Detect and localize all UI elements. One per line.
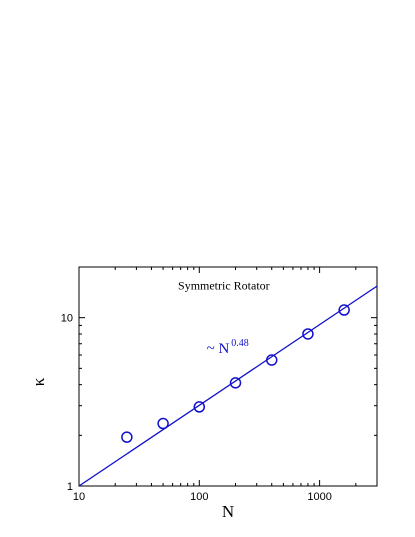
data-point [229,377,242,389]
data-point [157,417,169,430]
data-point [193,401,206,413]
axis-ticks [78,266,378,487]
data-marks [79,285,377,486]
y-axis-title: κ [29,377,48,386]
fit-line [79,285,377,486]
data-point [338,304,350,316]
x-tick-label: 100 [190,491,208,503]
data-point [121,431,133,443]
data-point [265,354,278,366]
y-tick-label: 10 [61,313,73,325]
title-annotation: Symmetric Rotator [178,279,270,293]
data-point [302,328,314,340]
y-tick-label: 1 [67,481,73,493]
x-tick-label: 10 [73,491,85,503]
x-tick-label: 1000 [307,491,331,503]
fit-annotation-exponent: 0.48 [231,338,249,349]
fit-annotation-base: ~ N [207,341,230,357]
x-axis-title: N [222,502,234,521]
fit-annotation: ~ N 0.48 [207,338,249,357]
data-points [121,304,350,443]
plot-frame [78,266,378,487]
